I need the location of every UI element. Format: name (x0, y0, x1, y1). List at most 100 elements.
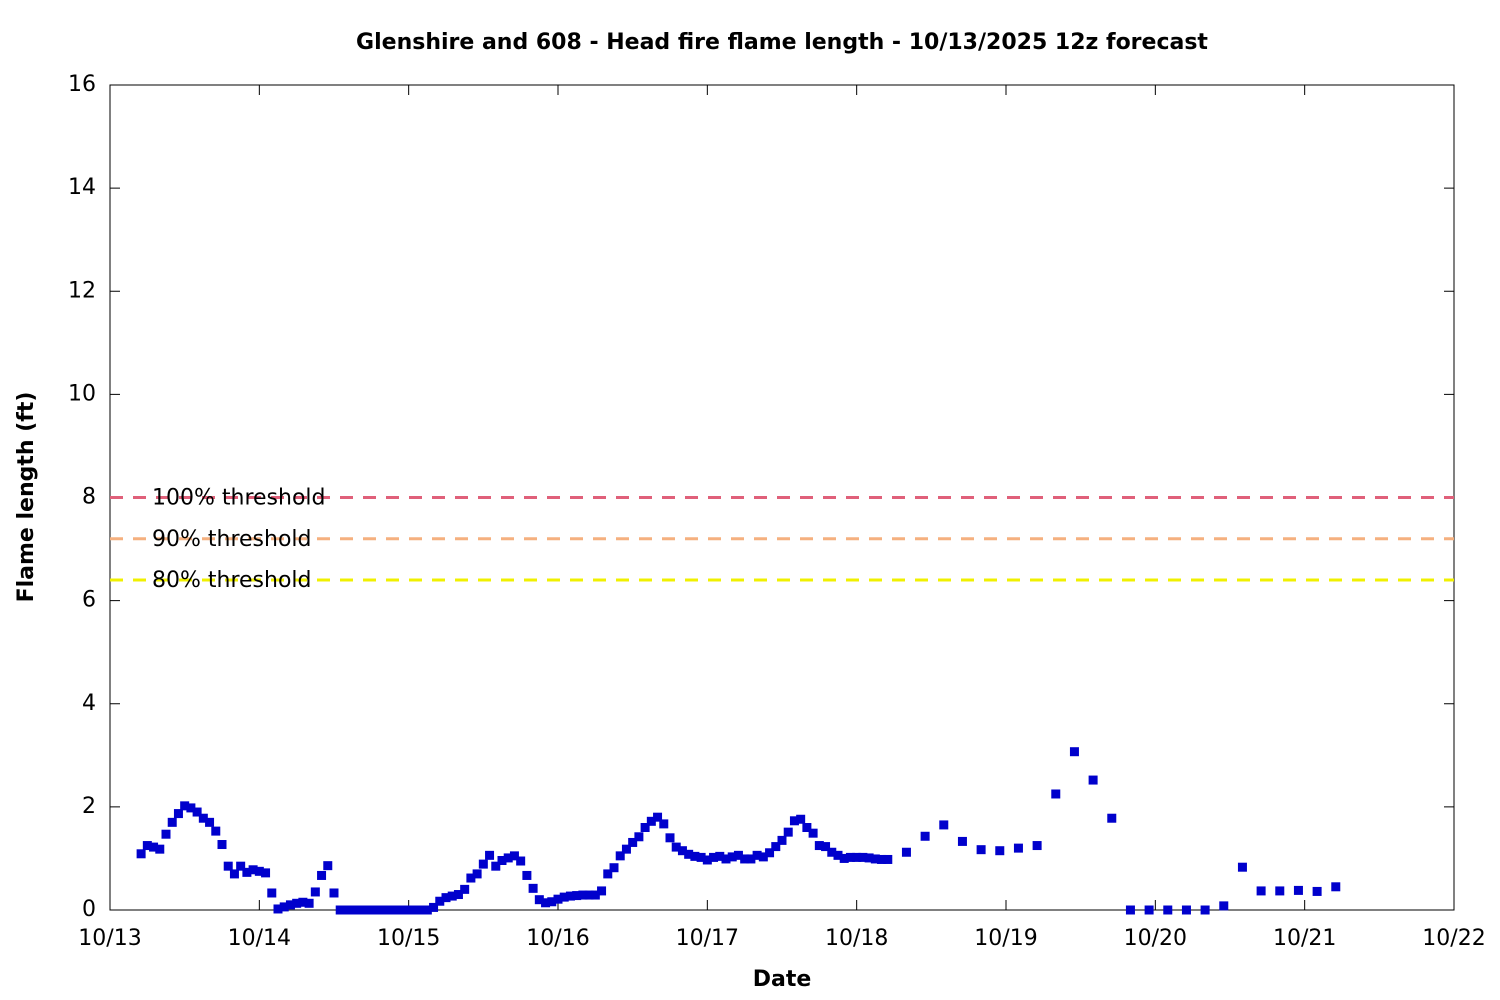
point (285, 900, 295, 910)
point (254, 866, 264, 876)
point (833, 850, 843, 860)
point (957, 836, 967, 846)
point (671, 842, 681, 852)
point (677, 846, 687, 856)
point (310, 887, 320, 897)
point (491, 861, 501, 871)
point (727, 852, 737, 862)
point (733, 850, 743, 860)
point (547, 897, 557, 907)
threshold-label: 80% threshold (152, 568, 312, 593)
point (273, 904, 283, 914)
point (559, 892, 569, 902)
point (1125, 905, 1135, 915)
point (404, 905, 414, 915)
point (901, 847, 911, 857)
point (920, 831, 930, 841)
point (416, 905, 426, 915)
point (690, 851, 700, 861)
x-tick-label: 10/19 (974, 926, 1037, 951)
point (864, 853, 874, 863)
point (1219, 901, 1229, 911)
point (877, 854, 887, 864)
point (603, 869, 613, 879)
point (391, 905, 401, 915)
point (279, 902, 289, 912)
point (186, 803, 196, 813)
x-tick-label: 10/16 (526, 926, 589, 951)
x-tick-label: 10/20 (1124, 926, 1187, 951)
point (1051, 789, 1061, 799)
threshold-label: 100% threshold (152, 486, 326, 511)
point (1181, 905, 1191, 915)
point (1163, 905, 1173, 915)
point (348, 905, 358, 915)
point (217, 840, 227, 850)
point (422, 905, 432, 915)
y-tick-label: 12 (68, 278, 96, 303)
point (696, 852, 706, 862)
x-tick-label: 10/17 (676, 926, 739, 951)
point (814, 841, 824, 851)
point (777, 835, 787, 845)
point (839, 853, 849, 863)
point (721, 854, 731, 864)
point (304, 898, 314, 908)
point (659, 819, 669, 829)
point (939, 820, 949, 830)
point (460, 884, 470, 894)
point (590, 890, 600, 900)
point (223, 861, 233, 871)
y-tick-label: 6 (82, 588, 96, 613)
point (173, 809, 183, 819)
point (578, 890, 588, 900)
point (609, 863, 619, 873)
point (1107, 813, 1117, 823)
point (709, 852, 719, 862)
point (509, 851, 519, 861)
point (528, 883, 538, 893)
point (167, 817, 177, 827)
point (435, 896, 445, 906)
y-axis-label: Flame length (ft) (14, 392, 39, 603)
point (628, 837, 638, 847)
point (261, 868, 271, 878)
point (1256, 886, 1266, 896)
point (1200, 905, 1210, 915)
point (802, 823, 812, 832)
point (1069, 747, 1079, 757)
y-tick-label: 2 (82, 794, 96, 819)
point (485, 850, 495, 860)
point (995, 846, 1005, 856)
point (565, 891, 575, 901)
point (796, 814, 806, 824)
point (466, 873, 476, 883)
point (1013, 843, 1023, 853)
y-tick-label: 10 (68, 381, 96, 406)
point (1237, 862, 1247, 872)
point (534, 895, 544, 905)
point (572, 891, 582, 901)
point (1293, 885, 1303, 895)
point (379, 905, 389, 915)
point (354, 905, 364, 915)
point (236, 861, 246, 871)
point (298, 897, 308, 907)
point (142, 841, 152, 851)
x-tick-label: 10/18 (825, 926, 888, 951)
point (634, 832, 644, 842)
point (845, 852, 855, 862)
point (746, 854, 756, 864)
x-tick-label: 10/13 (78, 926, 141, 951)
point (373, 905, 383, 915)
point (205, 817, 215, 827)
point (1088, 775, 1098, 785)
point (883, 854, 893, 864)
point (335, 905, 345, 915)
y-tick-label: 16 (68, 72, 96, 97)
y-tick-label: 8 (82, 485, 96, 510)
point (758, 852, 768, 862)
point (752, 850, 762, 860)
point (621, 844, 631, 854)
